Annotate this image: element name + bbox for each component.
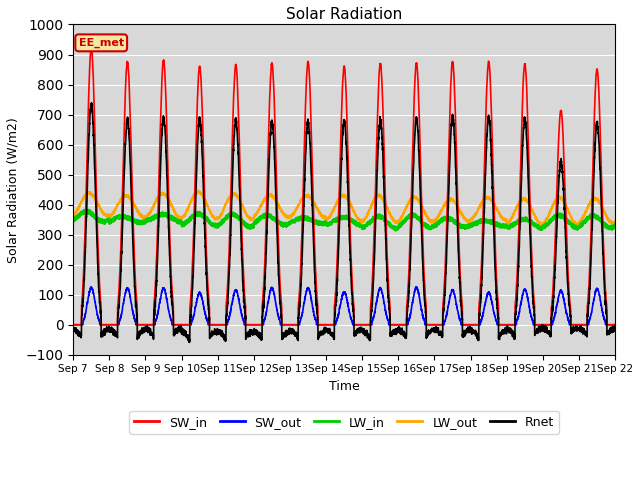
Y-axis label: Solar Radiation (W/m2): Solar Radiation (W/m2) bbox=[7, 117, 20, 263]
SW_out bbox=[497, 322, 504, 328]
LW_in bbox=[324, 222, 332, 228]
Text: EE_met: EE_met bbox=[79, 38, 124, 48]
SW_out bbox=[466, 322, 474, 328]
LW_out bbox=[466, 219, 474, 225]
SW_in bbox=[497, 322, 504, 328]
SW_out bbox=[324, 322, 332, 328]
X-axis label: Time: Time bbox=[329, 380, 360, 393]
LW_out bbox=[69, 213, 77, 218]
SW_out bbox=[436, 322, 444, 328]
Line: Rnet: Rnet bbox=[73, 103, 615, 342]
SW_out bbox=[412, 284, 420, 290]
Rnet bbox=[88, 100, 95, 106]
LW_out bbox=[436, 210, 444, 216]
Rnet bbox=[611, 324, 619, 329]
Rnet bbox=[466, 327, 474, 333]
SW_in bbox=[611, 322, 618, 328]
SW_in bbox=[69, 322, 77, 328]
LW_in bbox=[436, 220, 444, 226]
SW_in bbox=[611, 322, 619, 328]
LW_out bbox=[611, 219, 618, 225]
SW_out bbox=[167, 315, 175, 321]
Rnet bbox=[324, 326, 332, 332]
LW_in bbox=[611, 221, 619, 227]
Rnet bbox=[167, 279, 175, 285]
Rnet bbox=[69, 330, 77, 336]
LW_out bbox=[611, 220, 619, 226]
SW_out bbox=[69, 322, 77, 328]
Line: LW_out: LW_out bbox=[73, 191, 615, 226]
LW_in bbox=[69, 220, 77, 226]
Line: LW_in: LW_in bbox=[73, 209, 615, 231]
LW_out bbox=[193, 188, 201, 193]
LW_out bbox=[538, 223, 546, 228]
LW_in bbox=[611, 225, 618, 231]
LW_in bbox=[466, 225, 474, 230]
Rnet bbox=[497, 333, 504, 338]
Rnet bbox=[436, 331, 444, 336]
Rnet bbox=[186, 339, 193, 345]
Rnet bbox=[611, 328, 618, 334]
Legend: SW_in, SW_out, LW_in, LW_out, Rnet: SW_in, SW_out, LW_in, LW_out, Rnet bbox=[129, 410, 559, 433]
LW_out bbox=[167, 200, 175, 206]
Line: SW_in: SW_in bbox=[73, 48, 615, 325]
SW_out bbox=[611, 322, 619, 328]
LW_in bbox=[497, 224, 504, 230]
Title: Solar Radiation: Solar Radiation bbox=[286, 7, 402, 22]
LW_out bbox=[324, 216, 332, 222]
SW_in bbox=[167, 259, 175, 265]
SW_out bbox=[611, 322, 618, 328]
SW_in bbox=[324, 322, 332, 328]
SW_in bbox=[436, 322, 444, 328]
Line: SW_out: SW_out bbox=[73, 287, 615, 325]
LW_out bbox=[497, 213, 504, 218]
SW_in bbox=[88, 46, 95, 51]
LW_in bbox=[167, 216, 175, 221]
SW_in bbox=[466, 322, 474, 328]
LW_in bbox=[392, 228, 400, 234]
LW_in bbox=[82, 206, 90, 212]
